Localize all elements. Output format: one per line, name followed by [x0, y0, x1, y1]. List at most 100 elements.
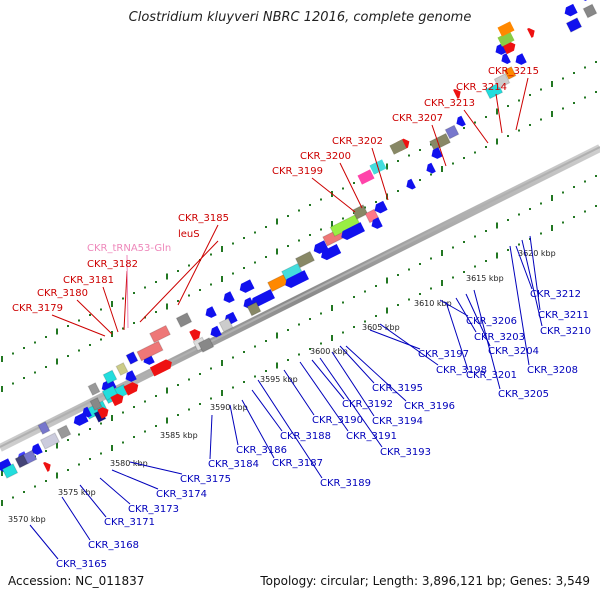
- gene-label[interactable]: CKR_3204: [488, 346, 539, 357]
- gene-arrow: [82, 406, 92, 418]
- frame-dot: [397, 190, 399, 192]
- gene-label[interactable]: CKR_3201: [466, 370, 517, 381]
- gene-label[interactable]: CKR_3171: [104, 517, 155, 528]
- gene-label[interactable]: CKR_3212: [530, 289, 581, 300]
- gene-label[interactable]: CKR_3175: [180, 474, 231, 485]
- gene-arrow: [371, 217, 383, 229]
- gene-label[interactable]: CKR_3190: [312, 415, 363, 426]
- gene-label[interactable]: CKR_3202: [332, 136, 383, 147]
- gene-label[interactable]: CKR_3191: [346, 431, 397, 442]
- frame-dot: [430, 287, 432, 290]
- kbp-tick-label: 3595 kbp: [260, 375, 298, 384]
- gene-box: [582, 3, 598, 19]
- kbp-tick-label: 3575 kbp: [58, 488, 96, 497]
- frame-dot: [474, 121, 476, 124]
- frame-dot: [133, 322, 135, 324]
- gene-label[interactable]: CKR_3203: [474, 332, 525, 343]
- gene-arrow: [456, 115, 466, 127]
- backbone-highlight: [0, 146, 600, 448]
- frame-dot: [540, 202, 542, 205]
- gene-label[interactable]: CKR_3194: [372, 416, 423, 427]
- gene-label[interactable]: CKR_3196: [404, 401, 455, 412]
- frame-dot: [188, 378, 190, 381]
- gene-label[interactable]: CKR_3208: [527, 365, 578, 376]
- gene-label[interactable]: CKR_3180: [37, 288, 88, 299]
- leader-line: [209, 414, 213, 460]
- gene-arrow: [205, 306, 217, 318]
- leader-line: [283, 369, 315, 416]
- gene-arrow: [374, 200, 388, 214]
- gene-label[interactable]: CKR_3214: [456, 82, 507, 93]
- leader-line: [139, 240, 219, 323]
- gene-box: [1, 463, 19, 479]
- frame-dot: [45, 450, 47, 452]
- frame-dot: [595, 61, 597, 63]
- gene-label[interactable]: CKR_3187: [272, 458, 323, 469]
- gene-box: [39, 432, 61, 450]
- gene-label[interactable]: CKR_3205: [498, 389, 549, 400]
- gene-label[interactable]: CKR_3168: [88, 540, 139, 551]
- frame-dot: [67, 355, 69, 357]
- leader-line: [345, 345, 407, 402]
- frame-dot: [56, 358, 58, 365]
- frame-dot: [155, 425, 157, 427]
- gene-labels: CKR_3179 CKR_3180 CKR_3181 CKR_3182 CKR_tRNA…: [12, 66, 591, 570]
- frame-dot: [452, 246, 454, 249]
- page-title: Clostridium kluyveri NBRC 12016, complet…: [128, 10, 472, 25]
- gene-arrow: [426, 162, 436, 174]
- frame-dot: [276, 248, 278, 255]
- gene-label[interactable]: CKR_3195: [372, 383, 423, 394]
- gene-label[interactable]: CKR_3184: [208, 459, 259, 470]
- frame-dot: [463, 241, 465, 243]
- frame-dot: [265, 256, 267, 258]
- gene-label[interactable]: CKR_3182: [87, 259, 138, 270]
- frame-dot: [309, 348, 311, 350]
- gene-label[interactable]: CKR_3215: [488, 66, 539, 77]
- gene-label[interactable]: CKR_3179: [12, 303, 63, 314]
- gene-box: [102, 369, 118, 385]
- frame-dot: [287, 215, 289, 217]
- gene-label[interactable]: CKR_3193: [380, 447, 431, 458]
- gene-label[interactable]: CKR_tRNA53-Gln: [87, 243, 171, 254]
- gene-label[interactable]: CKR_3197: [418, 349, 469, 360]
- gene-label[interactable]: CKR_3213: [424, 98, 475, 109]
- gene-label[interactable]: CKR_3207: [392, 113, 443, 124]
- gene-arrow-forward: [123, 382, 139, 396]
- frame-dot: [166, 273, 168, 280]
- gene-label[interactable]: CKR_3198: [436, 365, 487, 376]
- gene-label[interactable]: CKR_3192: [342, 399, 393, 410]
- gene-label[interactable]: CKR_3199: [272, 166, 323, 177]
- gene-label[interactable]: CKR_3185: [178, 213, 229, 224]
- gene-label[interactable]: CKR_3181: [63, 275, 114, 286]
- gene-label[interactable]: CKR_3200: [300, 151, 351, 162]
- gene-box: [56, 424, 72, 440]
- leader-line: [126, 254, 129, 329]
- frame-dot: [309, 234, 311, 236]
- gene-arrow: [251, 289, 275, 308]
- frame-dot: [254, 231, 256, 234]
- gene-label[interactable]: CKR_3173: [128, 504, 179, 515]
- frame-dot: [276, 332, 278, 339]
- gene-box: [87, 382, 101, 396]
- gene-label[interactable]: CKR_3206: [466, 316, 517, 327]
- gene-label[interactable]: CKR_3210: [540, 326, 591, 337]
- gene-label[interactable]: CKR_3188: [280, 431, 331, 442]
- frame-dot: [221, 360, 223, 366]
- frame-dot: [1, 356, 3, 362]
- gene-arrow-forward: [189, 329, 201, 341]
- gene-arrow: [223, 291, 235, 303]
- leader-line: [515, 77, 529, 131]
- gene-arrow: [31, 443, 43, 455]
- gene-label[interactable]: CKR_3189: [320, 478, 371, 489]
- gene-label[interactable]: CKR_3174: [156, 489, 207, 500]
- gene-arrow: [579, 0, 593, 1]
- frame-dot: [474, 265, 476, 268]
- gene-label[interactable]: CKR_3165: [56, 559, 107, 570]
- gene-label[interactable]: CKR_3186: [236, 445, 287, 456]
- gene-label[interactable]: leuS: [178, 229, 200, 240]
- gene-label[interactable]: CKR_3211: [538, 310, 589, 321]
- kbp-tick-label: 3590 kbp: [210, 403, 248, 412]
- gene-box: [444, 124, 460, 140]
- frame-dot: [166, 387, 168, 394]
- frame-dot: [331, 305, 333, 311]
